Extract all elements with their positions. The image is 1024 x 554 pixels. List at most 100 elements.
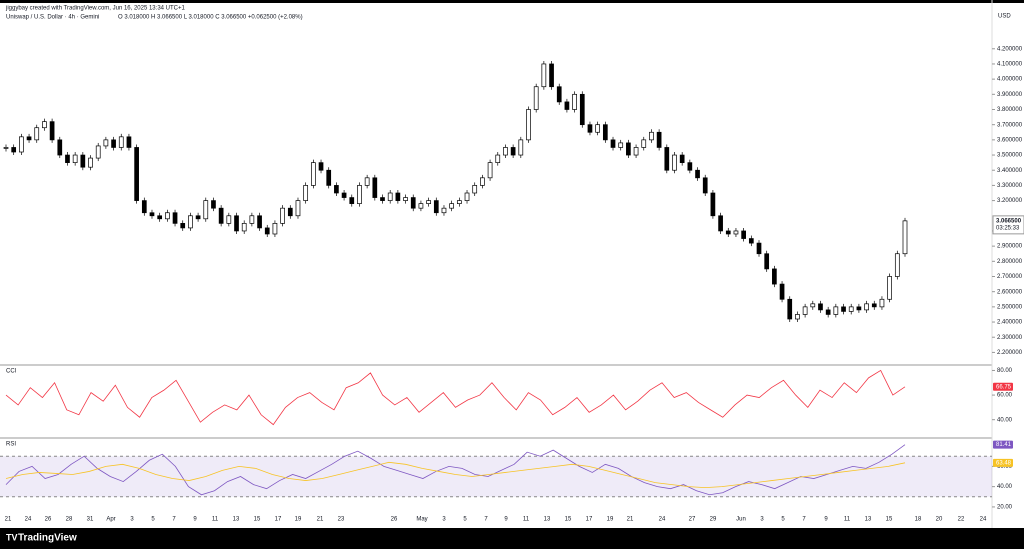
candle-body: [57, 139, 63, 156]
y-tick-label: 2.500000: [997, 304, 1023, 310]
x-tick-label: 21: [5, 517, 12, 523]
x-tick-label: 9: [193, 517, 197, 523]
x-tick-label: May: [416, 517, 427, 523]
candle-body: [503, 147, 508, 156]
candle-body: [203, 200, 209, 220]
candle-body: [11, 147, 17, 153]
candle-body: [26, 136, 32, 141]
candle-body: [103, 139, 109, 147]
candle-body: [495, 154, 501, 163]
candle-body: [510, 147, 516, 156]
currency: USD: [998, 14, 1011, 20]
credit: jiggybay created with TradingView.com, J…: [5, 6, 185, 12]
candle-body: [241, 223, 247, 232]
candle-body: [410, 197, 416, 209]
candle-body: [341, 192, 347, 198]
x-tick-label: 13: [233, 517, 240, 523]
y-tick-label: 3.600000: [997, 137, 1023, 143]
y-tick-label: 2.700000: [997, 274, 1023, 280]
candle-body: [357, 185, 362, 204]
candle-body: [856, 306, 862, 311]
candle-body: [426, 200, 431, 204]
x-tick-label: 13: [544, 517, 551, 523]
y-tick-label: 20.00: [997, 505, 1013, 511]
x-tick-label: 9: [504, 517, 508, 523]
y-tick-label: 3.700000: [997, 122, 1023, 128]
candle-body: [364, 177, 370, 186]
value-tag: [993, 458, 1013, 467]
candle-body: [65, 154, 70, 163]
candle-body: [626, 142, 631, 156]
candle-body: [218, 207, 224, 224]
candle-body: [226, 215, 232, 224]
candle-body: [756, 242, 762, 255]
candle-body: [894, 253, 900, 277]
candle-body: [311, 162, 316, 186]
x-tick-label: Apr: [106, 517, 115, 523]
candle-body: [564, 101, 570, 110]
candle-body: [556, 86, 562, 103]
candle-body: [864, 303, 869, 311]
candle-body: [718, 215, 723, 232]
x-tick-label: 3: [760, 517, 764, 523]
x-tick-label: 15: [254, 517, 261, 523]
y-tick-label: 3.300000: [997, 183, 1023, 189]
y-tick-label: 40.00: [997, 484, 1013, 490]
candle-body: [272, 223, 278, 235]
x-tick-label: 19: [607, 517, 614, 523]
candle-body: [595, 124, 600, 133]
x-tick-label: 21: [627, 517, 634, 523]
candle-body: [149, 212, 155, 217]
x-tick-label: 5: [781, 517, 785, 523]
x-tick-label: 28: [66, 517, 73, 523]
candle-body: [264, 227, 270, 235]
last-price-tag: [992, 215, 1024, 235]
candle-body: [403, 197, 408, 201]
candle-body: [134, 147, 139, 201]
candle-body: [372, 177, 378, 198]
candle-body: [111, 139, 116, 148]
x-tick-label: 17: [275, 517, 282, 523]
candle-body: [19, 136, 24, 153]
candle-body: [572, 93, 577, 110]
candle-body: [72, 154, 78, 163]
candle-body: [841, 306, 846, 312]
candle-body: [549, 63, 554, 88]
candle-body: [810, 303, 816, 308]
candle-body: [472, 185, 478, 194]
x-tick-label: 9: [824, 517, 828, 523]
y-tick-label: 4.100000: [997, 62, 1023, 68]
x-tick-label: 15: [886, 517, 893, 523]
value-tag: [993, 440, 1013, 449]
y-tick-label: 60.00: [997, 464, 1013, 470]
y-tick-label: 3.900000: [997, 92, 1023, 98]
candle-body: [195, 215, 201, 220]
value-tag-label: 66.75: [996, 384, 1012, 390]
x-tick-label: 3: [442, 517, 446, 523]
value-tag: [993, 382, 1013, 391]
y-tick-label: 2.800000: [997, 259, 1023, 265]
y-tick-label: 3.800000: [997, 107, 1023, 113]
x-tick-label: 15: [565, 517, 572, 523]
candle-body: [687, 162, 693, 171]
x-tick-label: 31: [87, 517, 94, 523]
candle-body: [618, 142, 624, 148]
rsi-ma-line: [5, 461, 906, 489]
candle-body: [480, 177, 485, 186]
x-tick-label: 19: [295, 517, 302, 523]
candle-body: [695, 169, 700, 179]
candle-body: [326, 169, 332, 186]
cci-line: [5, 369, 906, 426]
x-tick-label: 11: [523, 517, 530, 523]
candle-body: [80, 154, 86, 168]
candle-body: [610, 139, 616, 148]
brand-logo: TV: [6, 532, 18, 542]
x-tick-label: 7: [172, 517, 176, 523]
candle-body: [887, 276, 892, 300]
y-tick-label: 2.400000: [997, 320, 1023, 326]
x-tick-label: 11: [212, 517, 219, 523]
x-tick-label: 11: [844, 517, 851, 523]
candle-body: [487, 162, 493, 179]
candle-body: [725, 230, 731, 235]
candle-body: [541, 63, 547, 88]
